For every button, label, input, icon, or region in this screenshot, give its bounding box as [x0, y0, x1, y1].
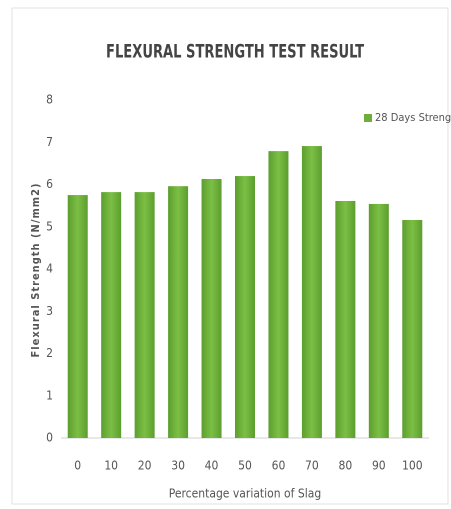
x-tick-label: 70	[305, 459, 319, 473]
x-tick-label: 20	[138, 459, 152, 473]
x-axis-label: Percentage variation of Slag	[169, 487, 321, 501]
bar	[402, 219, 423, 438]
chart-title: FLEXURAL STRENGTH TEST RESULT	[106, 41, 364, 63]
x-tick-label: 10	[104, 459, 118, 473]
bar	[335, 200, 356, 438]
y-tick-label: 7	[46, 135, 53, 149]
x-tick-label: 100	[402, 459, 423, 473]
y-tick-label: 3	[46, 304, 53, 318]
x-tick-label: 50	[238, 459, 252, 473]
y-tick-label: 5	[46, 219, 53, 233]
x-tick-label: 40	[205, 459, 219, 473]
bar	[368, 203, 389, 438]
x-tick-label: 0	[74, 459, 81, 473]
x-tick-label: 80	[338, 459, 352, 473]
bar	[235, 176, 255, 439]
x-tick-label: 90	[372, 459, 386, 473]
x-tick-label: 30	[171, 459, 185, 473]
bar	[301, 146, 322, 439]
bar	[168, 186, 189, 438]
bar	[134, 192, 155, 438]
y-tick-label: 8	[46, 93, 53, 107]
bar	[101, 192, 122, 438]
y-axis-label: Flexural Strength (N/mm2)	[29, 183, 42, 358]
legend-label: 28 Days Strength	[375, 111, 451, 124]
y-tick-label: 4	[46, 262, 53, 276]
legend-swatch	[364, 114, 372, 122]
y-tick-label: 2	[46, 346, 53, 360]
bar	[67, 195, 88, 438]
y-tick-label: 0	[46, 431, 53, 445]
y-tick-label: 6	[46, 177, 53, 191]
y-tick-label: 1	[46, 388, 53, 402]
frame	[11, 7, 449, 505]
bar	[268, 151, 289, 438]
bar	[201, 179, 222, 438]
x-tick-label: 60	[272, 459, 286, 473]
